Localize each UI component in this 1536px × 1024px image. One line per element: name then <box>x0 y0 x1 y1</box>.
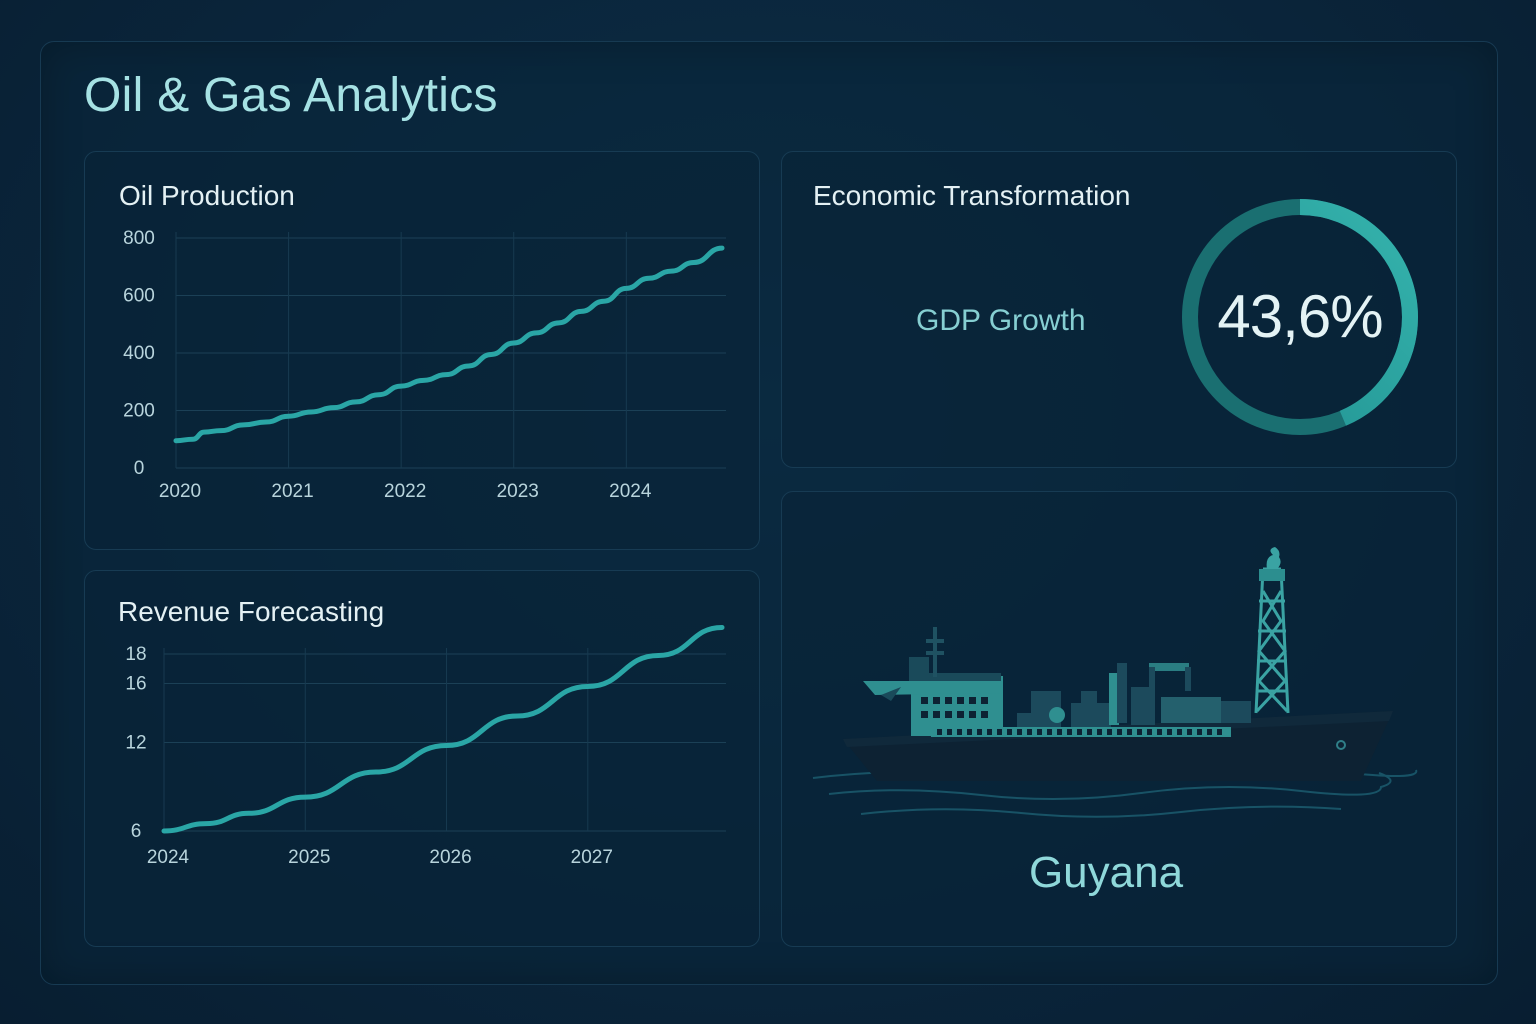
y-tick-label: 16 <box>125 674 146 695</box>
gdp-growth-value: 43,6% <box>1217 283 1383 350</box>
region-label: Guyana <box>1028 848 1184 897</box>
y-tick-label: 600 <box>123 286 155 307</box>
gdp-growth-label: GDP Growth <box>916 304 1086 337</box>
y-tick-label: 200 <box>123 401 155 422</box>
gdp-ring <box>1182 199 1418 435</box>
y-tick-label: 6 <box>131 821 142 842</box>
y-tick-label: 12 <box>125 733 146 754</box>
series-line <box>173 245 725 444</box>
y-tick-label: 0 <box>134 458 145 479</box>
economic-transformation-title: Economic Transformation <box>813 180 1131 211</box>
ship-superstructure <box>863 627 1003 736</box>
ship-hull <box>843 711 1393 781</box>
ship-deck-equipment <box>1017 663 1251 729</box>
x-tick-label: 2024 <box>147 847 190 868</box>
page-title: Oil & Gas Analytics <box>84 69 498 122</box>
y-tick-label: 800 <box>123 228 155 249</box>
x-tick-label: 2023 <box>497 481 539 502</box>
fpso-ship-illustration <box>812 547 1418 818</box>
derrick-icon <box>1254 547 1290 714</box>
y-tick-label: 400 <box>123 343 155 364</box>
y-tick-label: 18 <box>125 644 146 665</box>
x-tick-label: 2020 <box>159 481 201 502</box>
x-tick-label: 2025 <box>288 847 330 868</box>
oil-production-card: Oil Production <box>84 151 760 550</box>
x-tick-label: 2024 <box>609 481 652 502</box>
series-line <box>161 624 725 834</box>
oil-production-title: Oil Production <box>119 180 295 211</box>
x-tick-label: 2021 <box>271 481 313 502</box>
x-tick-label: 2027 <box>571 847 613 868</box>
x-tick-label: 2022 <box>384 481 426 502</box>
revenue-forecasting-card: Revenue Forecasting <box>84 570 760 947</box>
revenue-forecasting-title: Revenue Forecasting <box>118 596 385 627</box>
gdp-ring-progress <box>1182 199 1418 435</box>
x-tick-label: 2026 <box>429 847 471 868</box>
